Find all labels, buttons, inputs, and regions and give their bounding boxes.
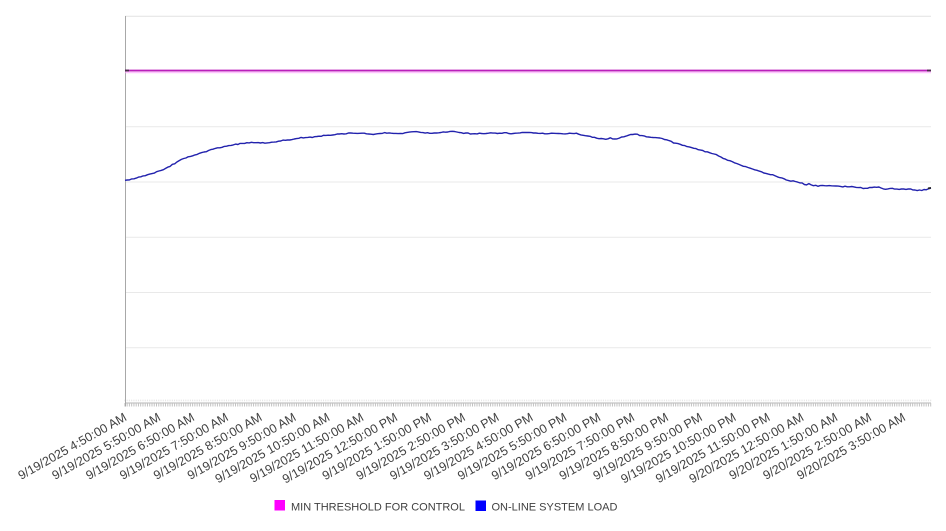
svg-text:ON-LINE SYSTEM LOAD: ON-LINE SYSTEM LOAD: [492, 502, 618, 514]
svg-text:MIN THRESHOLD FOR CONTROL: MIN THRESHOLD FOR CONTROL: [291, 502, 465, 514]
